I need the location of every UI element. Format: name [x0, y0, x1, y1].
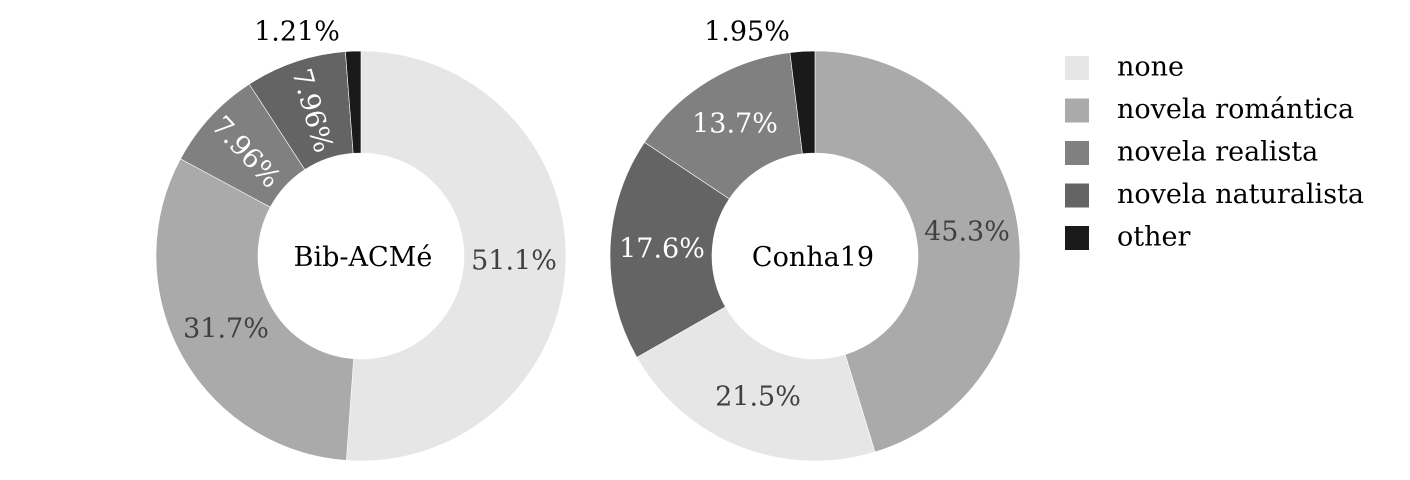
donut-chart-conha19: Conha19 45.3% 21.5% 17.6% 13.7% 1.95%: [609, 17, 1021, 462]
slice-percent-label: 13.7%: [692, 109, 778, 140]
legend-label: novela naturalista: [1117, 179, 1364, 210]
legend-label: novela realista: [1117, 137, 1318, 168]
donut-slice: [346, 50, 567, 462]
legend-swatch: [1065, 141, 1089, 165]
slice-percent-label: 17.6%: [619, 234, 705, 265]
slice-percent-label: 1.95%: [704, 17, 790, 48]
donut-slice: [636, 306, 876, 462]
legend-swatch: [1065, 56, 1089, 80]
donut-center-label: Conha19: [752, 242, 874, 273]
legend-swatch: [1065, 226, 1089, 250]
donut-slice: [345, 50, 362, 154]
slice-percent-label: 1.21%: [254, 17, 340, 48]
donut-slice: [609, 141, 730, 358]
donut-slice: [155, 158, 354, 461]
legend-swatch: [1065, 183, 1089, 208]
legend-swatch: [1065, 98, 1089, 123]
legend: none novela romántica novela realista novel…: [1065, 52, 1364, 253]
legend-label: other: [1117, 222, 1190, 253]
donut-center-label: Bib-ACMé: [294, 242, 433, 273]
donut-chart-bib-acme: Bib-ACMé 51.1%31.7%7.96%7.96%1.21%: [155, 17, 567, 462]
slice-percent-label: 45.3%: [924, 217, 1010, 248]
donut-slice: [789, 50, 816, 155]
donut-slice: [814, 50, 1021, 453]
slice-percent-label: 51.1%: [471, 246, 557, 277]
legend-label: novela romántica: [1117, 94, 1354, 125]
slice-percent-label: 31.7%: [183, 314, 269, 345]
slice-percent-label: 21.5%: [715, 382, 801, 413]
legend-label: none: [1117, 52, 1184, 83]
